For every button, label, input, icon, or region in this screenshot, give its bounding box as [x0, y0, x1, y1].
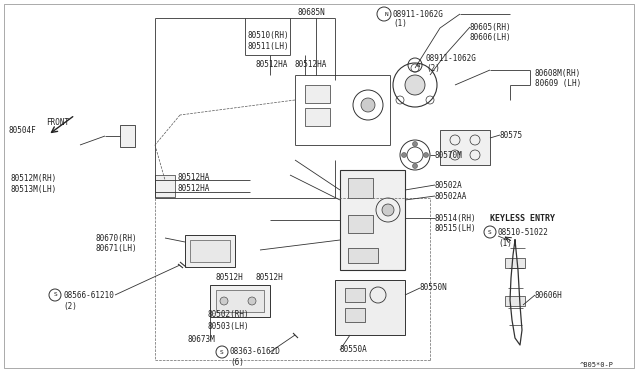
Text: 80605(RH): 80605(RH) — [470, 22, 511, 32]
Bar — [348, 178, 373, 198]
Text: 80503(LH): 80503(LH) — [208, 321, 250, 330]
Text: 80514(RH): 80514(RH) — [435, 214, 477, 222]
Text: 80575: 80575 — [500, 131, 523, 140]
Text: 08911-1062G: 08911-1062G — [426, 54, 477, 62]
Text: 80512HA: 80512HA — [255, 60, 287, 68]
Circle shape — [413, 141, 417, 147]
Text: 80513M(LH): 80513M(LH) — [10, 185, 56, 193]
Text: 80511(LH): 80511(LH) — [248, 42, 290, 51]
Bar — [345, 308, 365, 322]
Bar — [305, 108, 330, 126]
Text: 80673M: 80673M — [188, 336, 216, 344]
Text: 80685N: 80685N — [298, 7, 326, 16]
Text: 80512HA: 80512HA — [178, 173, 211, 182]
Bar — [340, 170, 405, 270]
Text: 80510(RH): 80510(RH) — [248, 31, 290, 39]
Circle shape — [382, 204, 394, 216]
Bar — [190, 240, 230, 262]
Text: 80502A: 80502A — [435, 180, 463, 189]
Text: 80512H: 80512H — [215, 273, 243, 282]
Bar — [120, 125, 135, 147]
Text: 80606H: 80606H — [535, 291, 563, 299]
Text: 80609 (LH): 80609 (LH) — [535, 78, 581, 87]
Text: FRONT: FRONT — [47, 118, 70, 126]
Text: 80502AA: 80502AA — [435, 192, 467, 201]
Circle shape — [220, 297, 228, 305]
Text: 80512M(RH): 80512M(RH) — [10, 173, 56, 183]
Text: ^B05*0-P: ^B05*0-P — [580, 362, 614, 368]
Bar — [440, 130, 490, 165]
Text: N: N — [417, 62, 420, 67]
Text: S: S — [488, 230, 492, 234]
Text: 80671(LH): 80671(LH) — [95, 244, 136, 253]
Bar — [216, 290, 264, 312]
Text: 80550N: 80550N — [420, 283, 448, 292]
Text: 80550A: 80550A — [340, 346, 368, 355]
Text: 80570M: 80570M — [435, 151, 463, 160]
Circle shape — [248, 297, 256, 305]
Circle shape — [401, 153, 406, 157]
Bar — [348, 248, 378, 263]
Circle shape — [405, 75, 425, 95]
Text: 08363-6162D: 08363-6162D — [230, 347, 281, 356]
Text: 80512HA: 80512HA — [178, 183, 211, 192]
Text: (6): (6) — [230, 359, 244, 368]
Bar — [348, 215, 373, 233]
Circle shape — [361, 98, 375, 112]
Bar — [335, 280, 405, 335]
Text: S: S — [220, 350, 224, 355]
Text: (2): (2) — [426, 64, 440, 73]
Text: (1): (1) — [393, 19, 407, 28]
Text: 80512H: 80512H — [255, 273, 283, 282]
Bar — [505, 296, 525, 306]
Text: N: N — [385, 12, 389, 16]
Bar — [155, 175, 175, 197]
Text: (1): (1) — [498, 238, 512, 247]
Text: 80504F: 80504F — [8, 125, 36, 135]
Circle shape — [413, 164, 417, 169]
Text: 08510-51022: 08510-51022 — [498, 228, 549, 237]
Text: 08911-1062G: 08911-1062G — [393, 10, 444, 19]
Bar — [305, 85, 330, 103]
Text: 80512HA: 80512HA — [295, 60, 328, 68]
Text: KEYLESS ENTRY: KEYLESS ENTRY — [490, 214, 555, 222]
Text: 80515(LH): 80515(LH) — [435, 224, 477, 232]
Text: 08566-61210: 08566-61210 — [63, 291, 114, 299]
Text: S: S — [53, 292, 57, 298]
Bar — [210, 285, 270, 317]
Bar — [505, 258, 525, 268]
Bar — [345, 288, 365, 302]
Text: 80608M(RH): 80608M(RH) — [535, 68, 581, 77]
Text: 80670(RH): 80670(RH) — [95, 234, 136, 243]
Text: 80502(RH): 80502(RH) — [208, 311, 250, 320]
Text: 80606(LH): 80606(LH) — [470, 32, 511, 42]
Bar — [185, 235, 235, 267]
Circle shape — [424, 153, 429, 157]
Text: (2): (2) — [63, 301, 77, 311]
